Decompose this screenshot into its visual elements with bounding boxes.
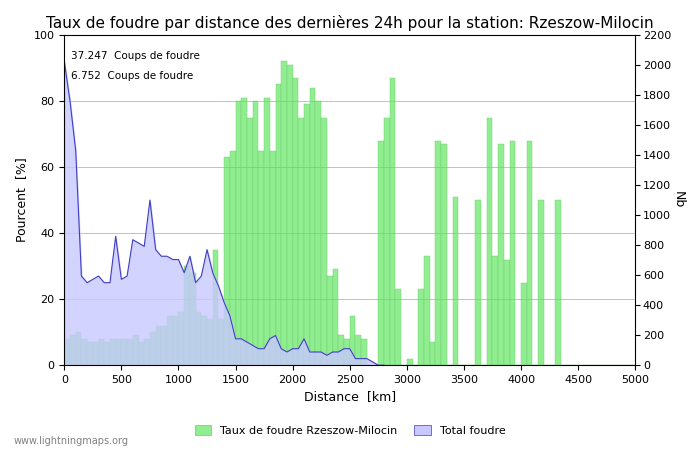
Bar — [321, 117, 327, 365]
Bar — [555, 200, 561, 365]
Y-axis label: Pourcent  [%]: Pourcent [%] — [15, 158, 28, 243]
Bar — [116, 339, 121, 365]
Bar — [110, 339, 116, 365]
Bar — [390, 78, 395, 365]
Bar — [70, 336, 76, 365]
Bar — [173, 316, 178, 365]
Bar — [230, 151, 236, 365]
Bar — [293, 78, 298, 365]
Bar — [207, 319, 213, 365]
Bar — [195, 312, 202, 365]
Bar — [270, 151, 276, 365]
Bar — [526, 141, 533, 365]
Bar — [241, 98, 247, 365]
Bar — [441, 144, 447, 365]
Bar — [258, 151, 264, 365]
Bar — [407, 359, 412, 365]
Bar — [327, 276, 332, 365]
Bar — [190, 273, 195, 365]
Bar — [424, 256, 430, 365]
Bar — [419, 289, 424, 365]
Bar — [344, 339, 350, 365]
Bar — [361, 339, 367, 365]
Bar — [247, 117, 253, 365]
Bar — [281, 61, 287, 365]
Bar — [276, 85, 281, 365]
Bar — [64, 339, 70, 365]
Bar — [356, 336, 361, 365]
Bar — [133, 336, 139, 365]
Text: www.lightningmaps.org: www.lightningmaps.org — [14, 436, 129, 446]
Bar — [224, 157, 230, 365]
Bar — [350, 316, 356, 365]
Bar — [378, 141, 384, 365]
Bar — [178, 312, 184, 365]
Bar — [316, 101, 321, 365]
Bar — [264, 98, 270, 365]
Y-axis label: Nb: Nb — [672, 191, 685, 209]
Bar — [161, 326, 167, 365]
Bar — [298, 117, 304, 365]
Bar — [498, 144, 504, 365]
Bar — [213, 250, 218, 365]
Bar — [395, 289, 401, 365]
Bar — [510, 141, 515, 365]
Bar — [253, 101, 258, 365]
Text: 6.752  Coups de foudre: 6.752 Coups de foudre — [71, 71, 193, 81]
Bar — [430, 342, 435, 365]
Legend: Taux de foudre Rzeszow-Milocin, Total foudre: Taux de foudre Rzeszow-Milocin, Total fo… — [190, 420, 510, 440]
Bar — [236, 101, 241, 365]
Bar — [93, 342, 99, 365]
Bar — [332, 270, 338, 365]
Bar — [338, 336, 344, 365]
Bar — [150, 332, 155, 365]
Bar — [304, 104, 310, 365]
Bar — [81, 339, 87, 365]
Text: 37.247  Coups de foudre: 37.247 Coups de foudre — [71, 51, 200, 62]
Bar — [504, 260, 510, 365]
Bar — [218, 319, 224, 365]
Bar — [167, 316, 173, 365]
Bar — [99, 339, 104, 365]
Bar — [521, 283, 526, 365]
Bar — [202, 316, 207, 365]
Bar — [538, 200, 544, 365]
X-axis label: Distance  [km]: Distance [km] — [304, 391, 396, 404]
Bar — [287, 65, 293, 365]
Bar — [127, 339, 133, 365]
Bar — [76, 332, 81, 365]
Bar — [310, 88, 316, 365]
Bar — [87, 342, 93, 365]
Bar — [104, 342, 110, 365]
Bar — [475, 200, 481, 365]
Bar — [435, 141, 441, 365]
Bar — [486, 117, 493, 365]
Bar — [452, 197, 458, 365]
Bar — [139, 342, 144, 365]
Title: Taux de foudre par distance des dernières 24h pour la station: Rzeszow-Milocin: Taux de foudre par distance des dernière… — [46, 15, 654, 31]
Bar — [121, 339, 127, 365]
Bar — [155, 326, 161, 365]
Bar — [384, 117, 390, 365]
Bar — [493, 256, 498, 365]
Bar — [144, 339, 150, 365]
Bar — [184, 266, 190, 365]
